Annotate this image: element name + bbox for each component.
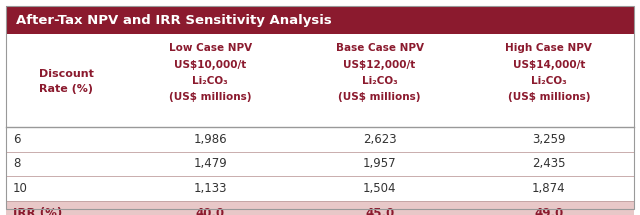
Text: 1,504: 1,504 — [363, 182, 396, 195]
FancyBboxPatch shape — [6, 34, 634, 127]
Text: 45.0: 45.0 — [365, 207, 394, 215]
Text: Li₂CO₃: Li₂CO₃ — [531, 76, 567, 86]
Text: (US$ millions): (US$ millions) — [508, 92, 590, 102]
Text: 6: 6 — [13, 133, 20, 146]
Text: 2,435: 2,435 — [532, 157, 566, 170]
Text: IRR (%): IRR (%) — [13, 207, 62, 215]
Text: 8: 8 — [13, 157, 20, 170]
Text: 49.0: 49.0 — [534, 207, 564, 215]
Text: 2,623: 2,623 — [363, 133, 396, 146]
Text: US$14,000/t: US$14,000/t — [513, 60, 585, 69]
Text: 1,986: 1,986 — [193, 133, 227, 146]
Text: Base Case NPV: Base Case NPV — [335, 43, 424, 53]
FancyBboxPatch shape — [6, 176, 634, 201]
FancyBboxPatch shape — [6, 152, 634, 176]
Text: Low Case NPV: Low Case NPV — [169, 43, 252, 53]
Text: 1,479: 1,479 — [193, 157, 227, 170]
Text: 10: 10 — [13, 182, 28, 195]
Text: High Case NPV: High Case NPV — [506, 43, 593, 53]
Text: Rate (%): Rate (%) — [39, 84, 93, 94]
Text: Discount: Discount — [38, 69, 93, 79]
FancyBboxPatch shape — [6, 6, 634, 34]
Text: US$12,000/t: US$12,000/t — [344, 60, 416, 69]
Text: US$10,000/t: US$10,000/t — [174, 60, 246, 69]
Text: 1,874: 1,874 — [532, 182, 566, 195]
Text: (US$ millions): (US$ millions) — [339, 92, 421, 102]
Text: (US$ millions): (US$ millions) — [169, 92, 252, 102]
Text: Li₂CO₃: Li₂CO₃ — [193, 76, 228, 86]
FancyBboxPatch shape — [6, 201, 634, 215]
Text: 3,259: 3,259 — [532, 133, 566, 146]
Text: 1,957: 1,957 — [363, 157, 396, 170]
FancyBboxPatch shape — [6, 127, 634, 152]
Text: Li₂CO₃: Li₂CO₃ — [362, 76, 397, 86]
Text: After-Tax NPV and IRR Sensitivity Analysis: After-Tax NPV and IRR Sensitivity Analys… — [16, 14, 332, 27]
Text: 1,133: 1,133 — [193, 182, 227, 195]
Text: 40.0: 40.0 — [196, 207, 225, 215]
